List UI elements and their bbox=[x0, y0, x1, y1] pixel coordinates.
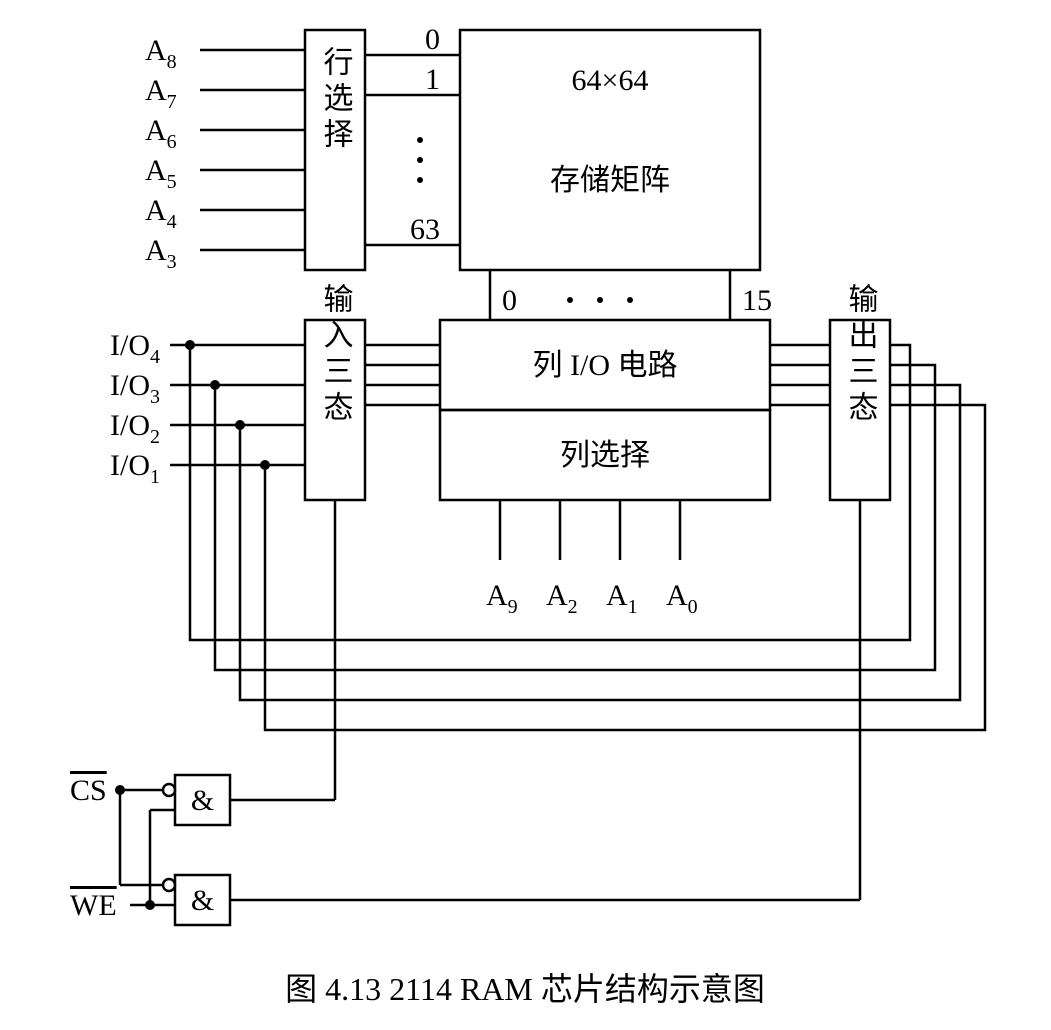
matrix-sub: 存储矩阵 bbox=[550, 164, 670, 197]
in-tri-label: 输入三态 bbox=[319, 283, 353, 427]
out-tri-label: 输出三态 bbox=[844, 283, 878, 427]
cs-label: CS bbox=[70, 774, 107, 807]
hdots bbox=[597, 297, 603, 303]
col-tap-label: 0 bbox=[502, 284, 517, 317]
row-addr-label: A4 bbox=[145, 194, 177, 233]
row-line-label: 1 bbox=[425, 63, 440, 96]
figure-caption: 图 4.13 2114 RAM 芯片结构示意图 bbox=[285, 971, 765, 1007]
io-label: I/O2 bbox=[110, 409, 160, 448]
matrix-title: 64×64 bbox=[572, 64, 649, 97]
row-line-label: 0 bbox=[425, 23, 440, 56]
row-addr-label: A8 bbox=[145, 34, 177, 73]
io-label: I/O3 bbox=[110, 369, 160, 408]
vdots bbox=[417, 157, 423, 163]
svg-text:&: & bbox=[191, 884, 214, 917]
hdots bbox=[567, 297, 573, 303]
col-addr-label: A9 bbox=[486, 579, 518, 618]
vdots bbox=[417, 177, 423, 183]
col-io-label: 列 I/O 电路 bbox=[533, 349, 678, 382]
feedback-wire bbox=[240, 385, 960, 700]
row-addr-label: A3 bbox=[145, 234, 177, 273]
row-addr-label: A7 bbox=[145, 74, 177, 113]
io-label: I/O1 bbox=[110, 449, 160, 488]
row-addr-label: A5 bbox=[145, 154, 177, 193]
hdots bbox=[627, 297, 633, 303]
col-addr-label: A2 bbox=[546, 579, 578, 618]
col-addr-label: A0 bbox=[666, 579, 698, 618]
col-sel-label: 列选择 bbox=[560, 439, 650, 472]
io-label: I/O4 bbox=[110, 329, 160, 368]
svg-text:&: & bbox=[191, 784, 214, 817]
row-line-label: 63 bbox=[410, 213, 440, 246]
col-addr-label: A1 bbox=[606, 579, 638, 618]
col-tap-label: 15 bbox=[742, 284, 772, 317]
row-select-label: 行选择 bbox=[319, 46, 354, 154]
row-addr-label: A6 bbox=[145, 114, 177, 153]
vdots bbox=[417, 137, 423, 143]
we-label: WE bbox=[70, 889, 117, 922]
